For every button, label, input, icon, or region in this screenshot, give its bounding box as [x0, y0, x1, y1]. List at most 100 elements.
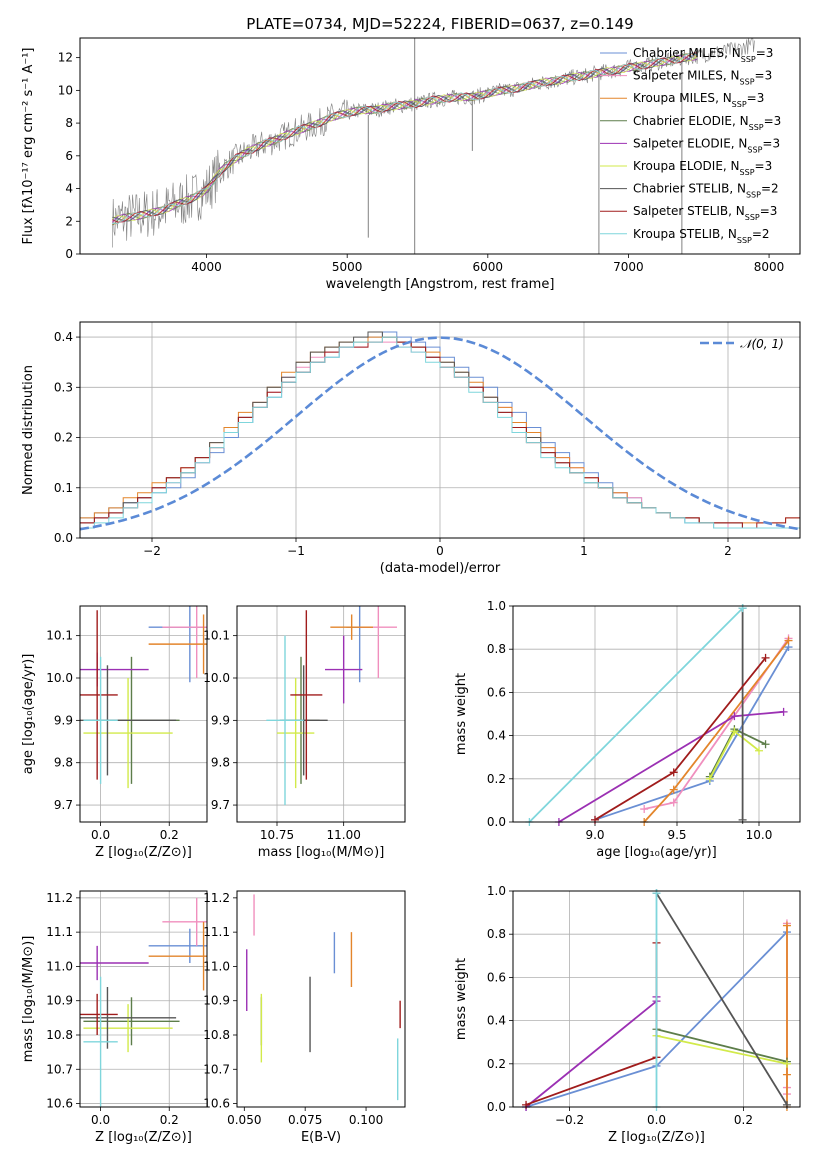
x-tick-label: 0.2 [734, 1113, 753, 1127]
legend-nssp-value: 3 [772, 136, 780, 150]
y-tick-label: 0.6 [487, 685, 506, 699]
mass-weight-line [558, 710, 784, 823]
legend-series-name: Salpeter ELODIE [633, 136, 731, 150]
x-tick-label: 11.00 [326, 828, 360, 842]
y-tick-label: 6 [65, 149, 73, 163]
mass-weight-line [656, 1034, 788, 1065]
mass-weight-panel: −0.2 0.0 0.2 0.0 0.2 0.4 0.6 0.8 1.0 Z [log₁₀(Z/Z… [454, 884, 801, 1145]
x-tick-label: 10.0 [746, 828, 773, 842]
mass-weight-marker [652, 889, 661, 898]
mass-weight-marker [669, 785, 678, 794]
mass-weight-line [655, 892, 788, 1106]
model-fit-line [112, 52, 698, 225]
y-tick-label: 0.4 [54, 330, 73, 344]
y-tick-label: 0.2 [54, 431, 73, 445]
plot-frame [79, 890, 208, 1108]
errorbars [246, 894, 401, 1101]
model-fit-line [112, 53, 698, 225]
legend-nssp-eq: = [764, 114, 774, 128]
mass-weight-panel: 9.0 9.5 10.0 0.0 0.2 0.4 0.6 0.8 1.0 age [log₁₀(a… [454, 599, 801, 860]
legend-nssp-prefix: , N [724, 46, 741, 60]
mass-weight-line [644, 637, 790, 810]
mass-weight-marker [591, 815, 599, 824]
y-tick-label: 12 [58, 51, 73, 65]
x-tick-label: 0 [436, 544, 444, 558]
mass-weight-marker [784, 636, 793, 645]
legend-series-name: Salpeter STELIB [633, 204, 728, 218]
y-tick-label: 11.0 [46, 959, 73, 973]
legend-nssp-eq: = [755, 159, 765, 173]
mass-weight-marker [782, 921, 791, 930]
legend-nssp-eq: = [747, 91, 757, 105]
legend-nssp-eq: = [762, 136, 772, 150]
legend-nssp-prefix: , N [723, 159, 740, 173]
mass-weight-line [528, 607, 744, 823]
x-tick-label: −1 [287, 544, 305, 558]
legend-nssp-eq: = [756, 46, 766, 60]
legend-label: Salpeter STELIB, NSSP=3 [633, 204, 777, 222]
legend-nssp-value: 2 [762, 227, 770, 241]
y-tick-label: 10 [58, 83, 73, 97]
plot-frame [512, 890, 801, 1108]
y-tick-label: 9.9 [211, 713, 230, 727]
legend-nssp-prefix: , N [729, 182, 746, 196]
y-tick-label: 0.2 [487, 1057, 506, 1071]
x-tick-label: 0.0 [647, 1113, 666, 1127]
mass-weight-marker [782, 1070, 791, 1079]
plot-frame [79, 37, 801, 255]
histogram-steps [80, 331, 800, 531]
mass-weight-marker [730, 727, 739, 736]
plot-frame [236, 605, 406, 823]
mass-weight-marker [782, 1059, 791, 1068]
chart-title: PLATE=0734, MJD=52224, FIBERID=0637, z=0… [246, 15, 633, 33]
legend-nssp-prefix: , N [723, 69, 740, 83]
x-tick-label: −0.2 [555, 1113, 584, 1127]
x-tick-label: 8000 [754, 260, 785, 274]
y-tick-label: 10.9 [203, 994, 230, 1008]
x-tick-label: 9.5 [667, 828, 686, 842]
y-tick-label: 1.0 [487, 884, 506, 898]
legend-nssp-sub: SSP [745, 213, 760, 222]
legend-nssp-value: 3 [765, 159, 773, 173]
y-axis-label: age [log₁₀(age/yr)] [21, 654, 36, 775]
x-axis-label: Z [log₁₀(Z/Z⊙)] [95, 845, 192, 860]
y-axis-label: mass weight [454, 673, 469, 755]
y-tick-label: 10.6 [203, 1097, 230, 1111]
y-tick-label: 10.1 [203, 629, 230, 643]
y-tick-label: 11.1 [46, 925, 73, 939]
mass-weight-marker [755, 746, 763, 755]
plot-frame [79, 321, 801, 539]
legend-nssp-value: 3 [774, 114, 782, 128]
y-tick-label: 10.6 [46, 1097, 73, 1111]
residual-histogram-panel: −2 −1 0 1 2 0.0 0.1 0.2 0.3 0.4 (data-model)/error… [21, 321, 801, 576]
y-tick-label: 0.1 [54, 481, 73, 495]
legend-nssp-value: 3 [757, 91, 765, 105]
x-tick-label: 6000 [473, 260, 504, 274]
legend-nssp-prefix: , N [728, 204, 745, 218]
y-tick-label: 0.0 [487, 815, 506, 829]
y-tick-label: 9.7 [54, 798, 73, 812]
legend-label: Salpeter ELODIE, NSSP=3 [633, 136, 780, 154]
plot-frame [512, 605, 801, 823]
legend-label: Chabrier STELIB, NSSP=2 [633, 182, 779, 200]
x-tick-label: 1 [580, 544, 588, 558]
plot-frame [236, 890, 406, 1108]
y-tick-label: 10.8 [203, 1028, 230, 1042]
mass-weight-marker [779, 707, 788, 716]
legend-nssp-prefix: , N [731, 136, 748, 150]
y-tick-label: 8 [65, 116, 73, 130]
legend-series-name: Kroupa ELODIE [633, 159, 723, 173]
mass-weight-marker [738, 604, 747, 613]
errorbar-panel: 0.0 0.2 9.7 9.8 9.9 10.0 10.1 Z [log₁₀(Z/Z⊙)] ag… [21, 605, 208, 860]
y-tick-label: 10.1 [46, 629, 73, 643]
mass-weight-marker [730, 712, 739, 721]
y-tick-label: 0 [65, 247, 73, 261]
y-tick-label: 1.0 [487, 599, 506, 613]
plot-frame [79, 605, 208, 823]
y-tick-label: 0.3 [54, 380, 73, 394]
mass-weight-marker [522, 1100, 531, 1109]
x-axis-label: mass [log₁₀(M/M⊙)] [258, 845, 385, 860]
legend-series-name: Chabrier STELIB [633, 182, 729, 196]
x-axis-label: wavelength [Angstrom, rest frame] [326, 277, 555, 292]
